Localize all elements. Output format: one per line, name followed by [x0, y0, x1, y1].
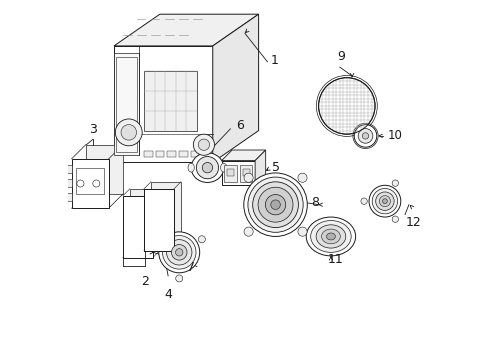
Circle shape [391, 216, 398, 222]
Circle shape [193, 134, 214, 155]
Circle shape [379, 195, 390, 207]
Bar [71, 159, 108, 208]
Circle shape [270, 200, 280, 210]
Ellipse shape [220, 163, 226, 172]
Text: 2: 2 [141, 275, 148, 288]
Bar [143, 152, 152, 157]
Bar [240, 165, 252, 182]
Circle shape [360, 198, 366, 204]
Circle shape [353, 125, 376, 147]
Text: 3: 3 [89, 123, 97, 136]
Circle shape [297, 227, 306, 236]
Bar [242, 170, 249, 176]
Circle shape [244, 227, 253, 236]
Bar [143, 71, 197, 131]
Bar [190, 152, 199, 157]
Text: 7: 7 [187, 261, 195, 274]
Ellipse shape [315, 225, 345, 248]
Bar [221, 161, 255, 185]
Ellipse shape [310, 221, 350, 252]
Text: 12: 12 [405, 216, 421, 229]
Circle shape [371, 189, 397, 214]
Ellipse shape [326, 233, 335, 240]
Text: 10: 10 [386, 129, 402, 143]
Circle shape [166, 240, 191, 265]
Circle shape [247, 177, 303, 232]
Text: 1: 1 [270, 54, 278, 67]
Circle shape [357, 129, 372, 143]
Bar [151, 182, 181, 243]
Circle shape [175, 275, 183, 282]
Circle shape [198, 236, 205, 243]
Bar [122, 196, 152, 258]
Circle shape [265, 194, 285, 215]
Polygon shape [221, 150, 265, 161]
Circle shape [318, 78, 374, 134]
Polygon shape [114, 46, 212, 162]
Circle shape [391, 180, 398, 186]
Circle shape [368, 185, 400, 217]
Circle shape [362, 133, 368, 139]
Circle shape [382, 199, 386, 203]
Bar [130, 189, 160, 251]
Polygon shape [212, 14, 258, 162]
Bar [143, 189, 174, 251]
Circle shape [244, 173, 306, 237]
Text: 4: 4 [164, 288, 172, 301]
Ellipse shape [321, 229, 340, 244]
Bar [179, 152, 187, 157]
Circle shape [375, 192, 393, 210]
Bar [143, 189, 174, 251]
Circle shape [153, 236, 160, 243]
Bar [167, 152, 176, 157]
Circle shape [258, 187, 292, 222]
Bar [114, 53, 139, 155]
Polygon shape [255, 150, 265, 185]
Bar [61, 193, 71, 201]
Text: 6: 6 [235, 119, 243, 132]
Bar [227, 170, 234, 176]
Ellipse shape [191, 153, 224, 183]
Polygon shape [114, 14, 258, 46]
Bar [224, 165, 236, 182]
Circle shape [252, 182, 298, 228]
Circle shape [244, 173, 253, 182]
Circle shape [159, 232, 199, 273]
Bar [116, 57, 137, 152]
Bar [76, 168, 104, 194]
Ellipse shape [187, 163, 194, 172]
Circle shape [198, 139, 209, 150]
Circle shape [202, 162, 212, 173]
Ellipse shape [305, 217, 355, 256]
Circle shape [171, 244, 186, 260]
Bar [155, 152, 164, 157]
Circle shape [115, 119, 142, 146]
Circle shape [196, 157, 218, 179]
Circle shape [175, 249, 183, 256]
Bar [61, 165, 71, 173]
Text: 11: 11 [326, 253, 343, 266]
Circle shape [297, 173, 306, 182]
Circle shape [121, 125, 136, 140]
Text: 9: 9 [337, 50, 345, 63]
Text: 8: 8 [310, 197, 318, 210]
Text: 5: 5 [271, 161, 280, 174]
Bar [61, 179, 71, 187]
Circle shape [162, 235, 196, 269]
Polygon shape [85, 145, 122, 194]
